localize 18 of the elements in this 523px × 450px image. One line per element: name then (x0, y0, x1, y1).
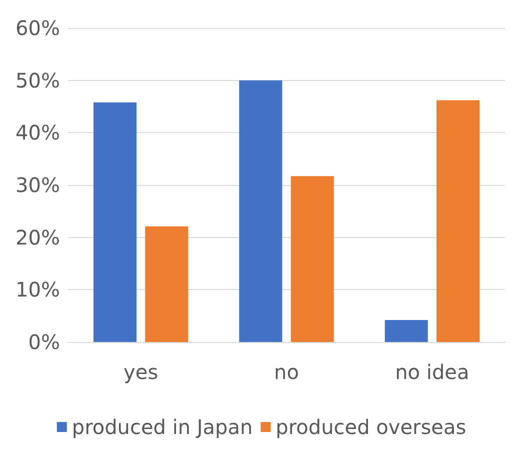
legend-label: produced in Japan (72, 415, 253, 439)
bar (384, 320, 428, 342)
bar (93, 102, 137, 342)
y-tick-label: 20% (16, 225, 60, 250)
bar (290, 176, 334, 342)
x-tick-label: yes (124, 360, 158, 384)
y-tick-label: 0% (28, 330, 60, 354)
bar (145, 226, 188, 342)
y-tick-label: 30% (16, 173, 60, 197)
bar (239, 80, 282, 342)
y-tick-label: 40% (16, 120, 60, 145)
y-tick-label: 50% (16, 68, 60, 92)
y-tick-label: 60% (16, 16, 60, 40)
y-tick-label: 10% (16, 278, 60, 302)
legend-label: produced overseas (276, 415, 466, 439)
x-tick-label: no idea (395, 360, 470, 384)
bar (436, 100, 480, 342)
x-tick-label: no (274, 360, 299, 384)
